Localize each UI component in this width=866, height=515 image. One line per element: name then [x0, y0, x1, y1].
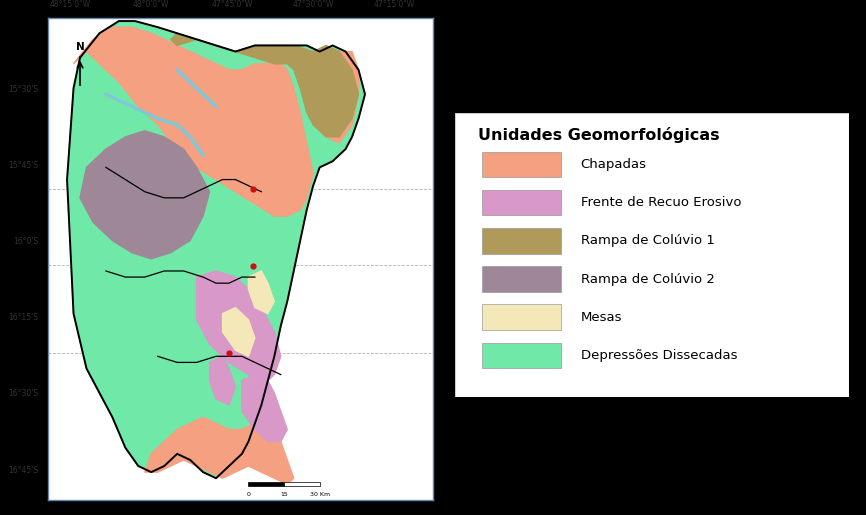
Text: Mesas: Mesas [581, 311, 623, 324]
Text: 30 Km: 30 Km [309, 492, 330, 497]
Polygon shape [67, 21, 365, 478]
Text: Unidades Geomorfológicas: Unidades Geomorfológicas [478, 128, 720, 144]
Polygon shape [171, 33, 359, 137]
Text: 15: 15 [281, 492, 288, 497]
FancyBboxPatch shape [482, 151, 561, 177]
Polygon shape [223, 307, 255, 356]
Polygon shape [145, 417, 294, 484]
Polygon shape [307, 52, 359, 143]
Polygon shape [249, 271, 275, 314]
FancyBboxPatch shape [482, 266, 561, 291]
Text: Chapadas: Chapadas [581, 158, 647, 171]
Polygon shape [197, 271, 281, 387]
FancyBboxPatch shape [482, 343, 561, 368]
Text: 0: 0 [247, 492, 250, 497]
Polygon shape [74, 27, 313, 216]
Polygon shape [242, 374, 288, 442]
FancyBboxPatch shape [482, 304, 561, 330]
Polygon shape [80, 131, 210, 259]
FancyBboxPatch shape [482, 190, 561, 215]
Text: Rampa de Colúvio 1: Rampa de Colúvio 1 [581, 234, 714, 247]
FancyBboxPatch shape [482, 228, 561, 253]
Bar [284, 483, 320, 486]
Text: Frente de Recuo Erosivo: Frente de Recuo Erosivo [581, 196, 741, 209]
Text: N: N [75, 42, 84, 52]
Bar [249, 483, 284, 486]
Text: Depressões Dissecadas: Depressões Dissecadas [581, 349, 737, 362]
Text: Rampa de Colúvio 2: Rampa de Colúvio 2 [581, 272, 714, 285]
Polygon shape [210, 356, 236, 405]
